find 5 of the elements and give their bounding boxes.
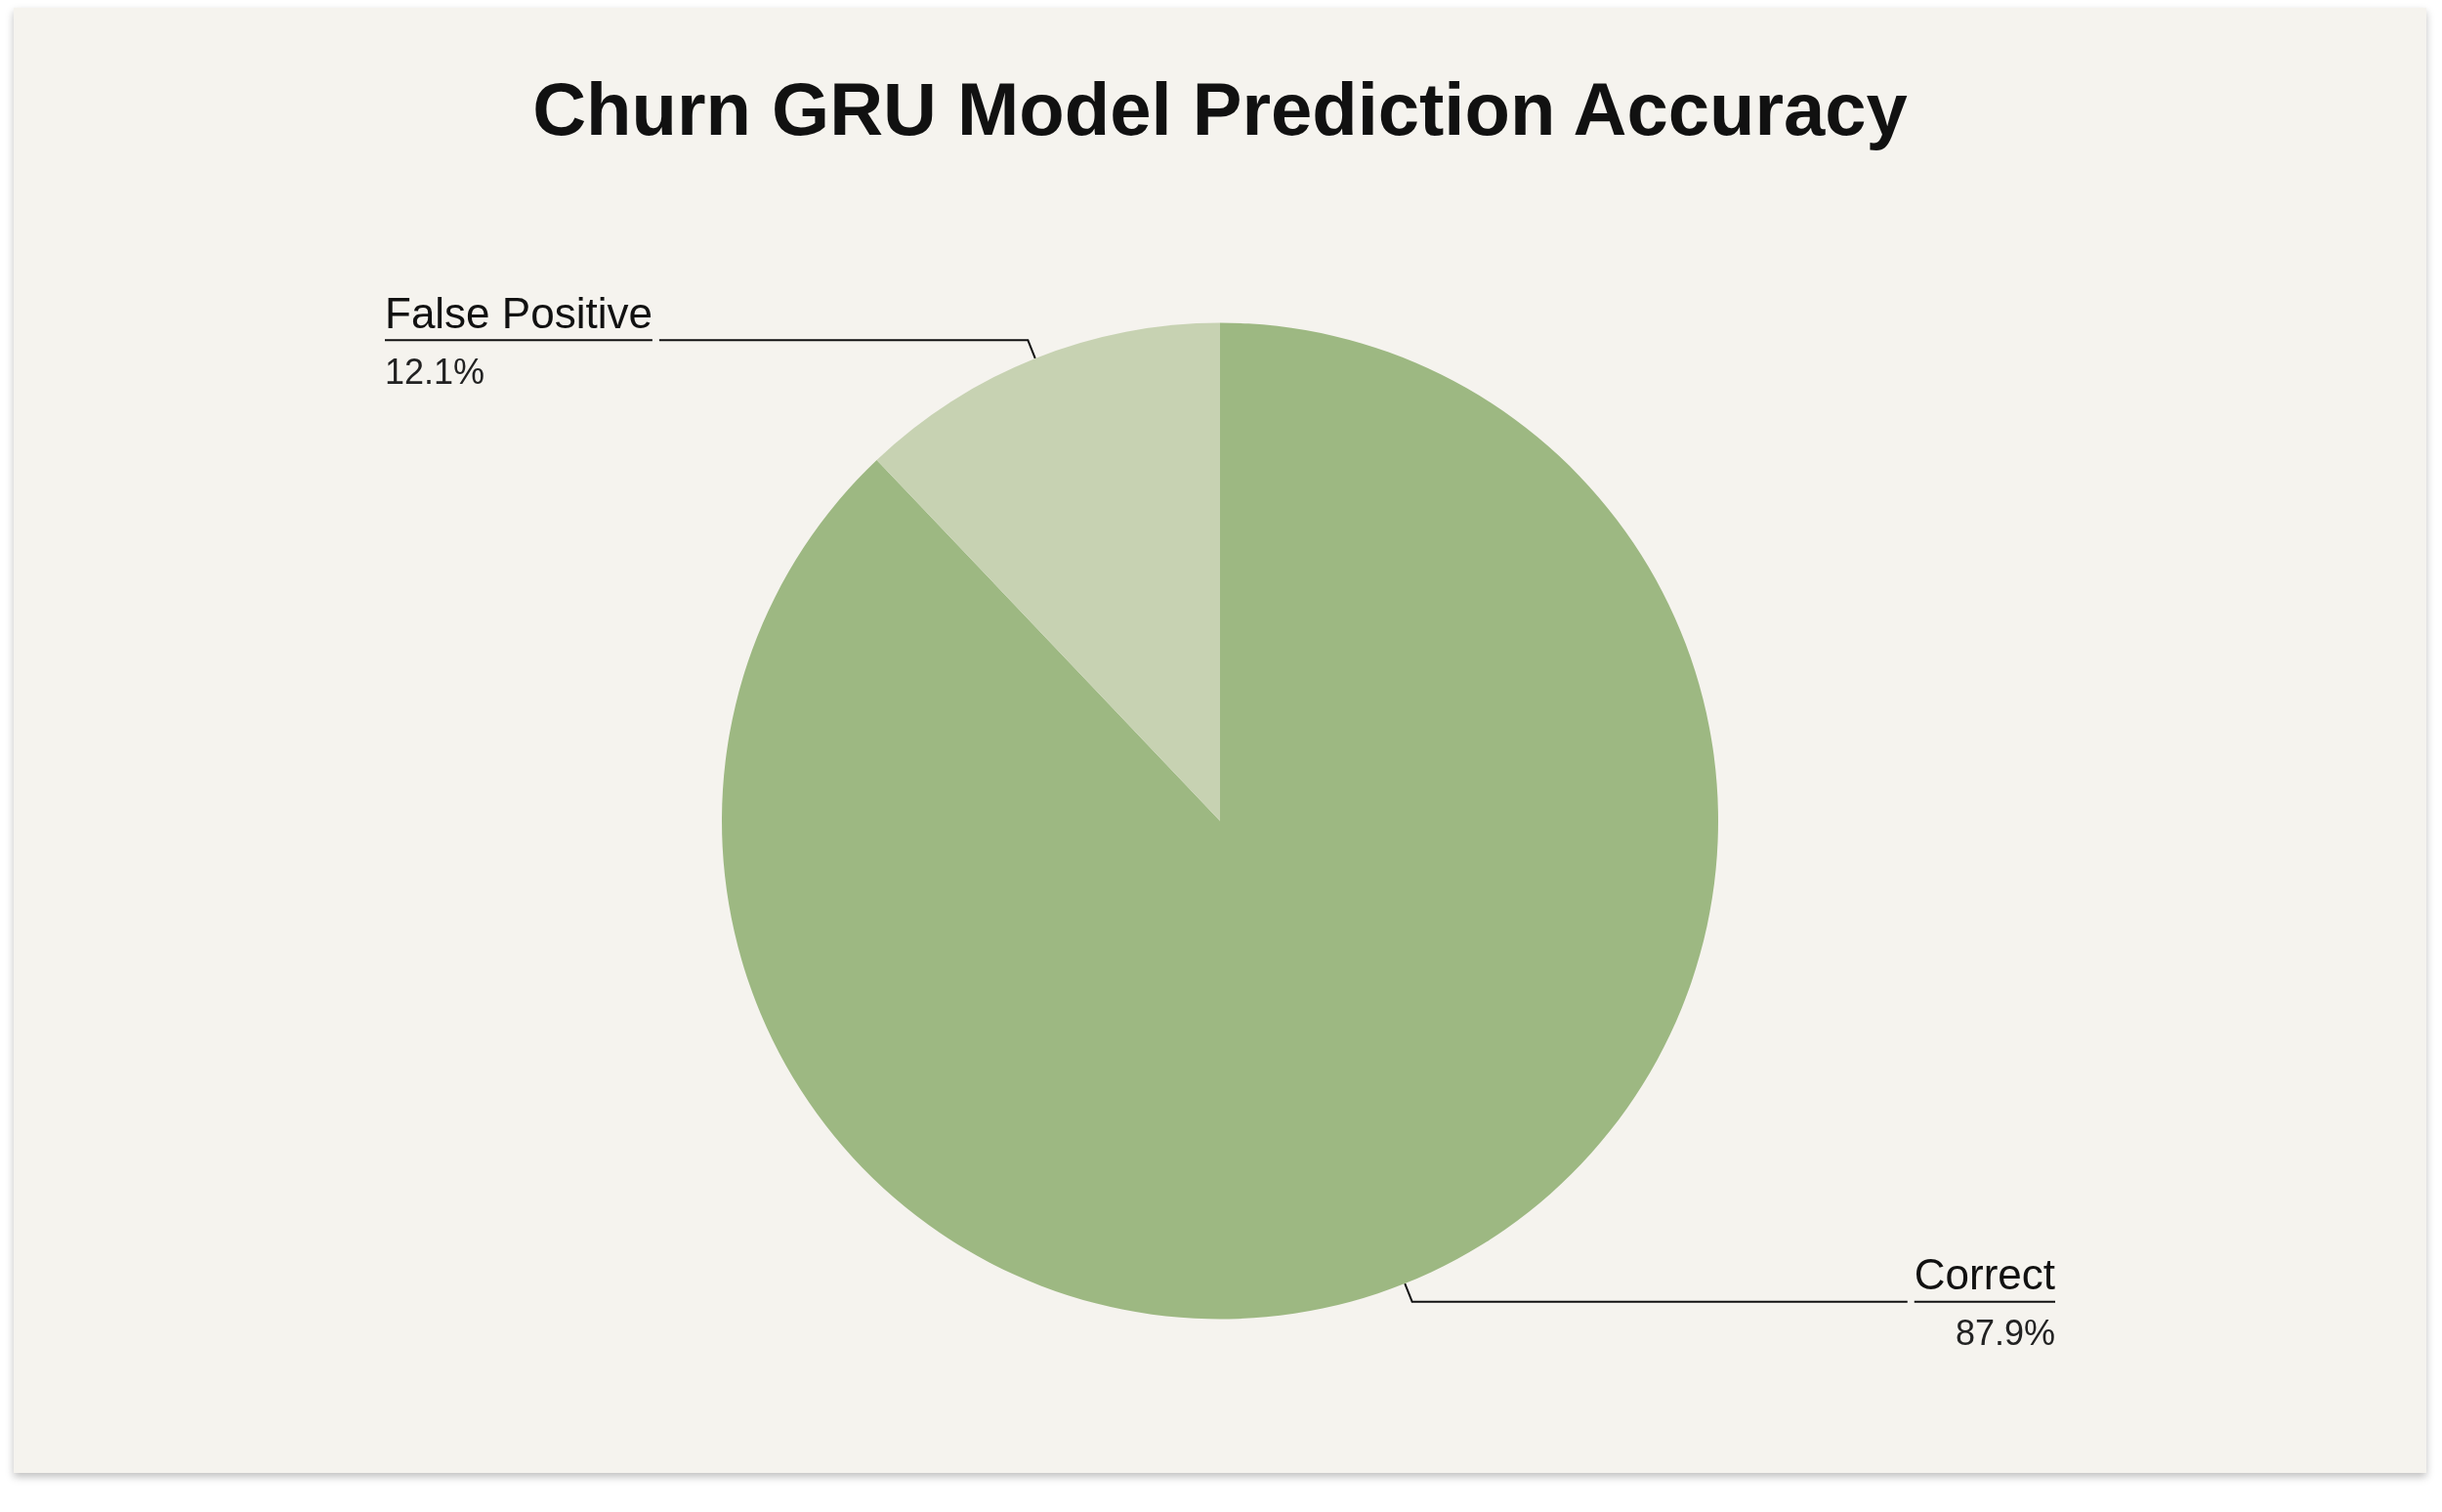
slice-label: Correct bbox=[1914, 1250, 2055, 1299]
data-label: 87.9% bbox=[1955, 1313, 2055, 1354]
chart-title: Churn GRU Model Prediction Accuracy bbox=[532, 66, 1908, 150]
slice-label: False Positive bbox=[385, 288, 653, 337]
data-label: 12.1% bbox=[385, 351, 485, 392]
